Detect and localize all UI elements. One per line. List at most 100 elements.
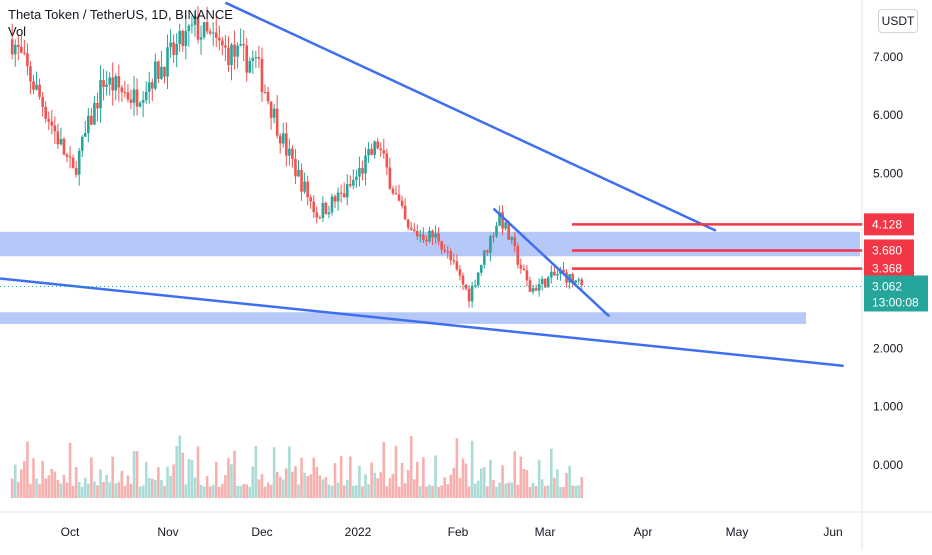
volume-bar bbox=[394, 445, 398, 498]
volume-bar bbox=[397, 486, 401, 498]
currency-button[interactable]: USDT bbox=[878, 9, 918, 33]
volume-bar bbox=[446, 484, 450, 498]
candle-body bbox=[504, 222, 507, 229]
volume-bar bbox=[303, 472, 306, 498]
candle-body bbox=[29, 66, 32, 82]
countdown-label: 13:00:08 bbox=[872, 295, 919, 309]
candle-body bbox=[467, 288, 471, 302]
candle-body bbox=[126, 92, 130, 100]
candle-body bbox=[90, 115, 93, 125]
volume-bar bbox=[80, 486, 84, 498]
candle-body bbox=[437, 233, 440, 242]
y-tick-label: 5.000 bbox=[873, 167, 903, 181]
volume-bar bbox=[361, 486, 364, 498]
volume-bar bbox=[470, 440, 474, 498]
candle-body bbox=[543, 278, 547, 288]
candle-body bbox=[178, 30, 182, 44]
volume-bar bbox=[199, 485, 203, 498]
candle-body bbox=[245, 45, 249, 73]
volume-bar bbox=[367, 484, 370, 498]
candle-body bbox=[150, 82, 154, 89]
candle-body bbox=[391, 188, 395, 194]
volume-bar bbox=[574, 485, 577, 498]
candle-body bbox=[513, 237, 517, 246]
trendline bbox=[0, 277, 844, 368]
candle-body bbox=[403, 205, 407, 220]
volume-bar bbox=[400, 462, 404, 498]
candle-body bbox=[44, 106, 47, 119]
volume-bar bbox=[111, 456, 114, 498]
volume-bar bbox=[138, 486, 142, 498]
volume-bar bbox=[294, 466, 297, 498]
candle-body bbox=[327, 212, 331, 215]
candle-body bbox=[56, 131, 60, 145]
candle-body bbox=[385, 153, 389, 168]
candle-body bbox=[77, 150, 81, 175]
volume-bar bbox=[190, 459, 194, 498]
candle-body bbox=[154, 61, 157, 89]
candle-body bbox=[355, 176, 358, 181]
volume-bar bbox=[409, 435, 413, 498]
volume-bar bbox=[266, 482, 270, 498]
candle-body bbox=[495, 225, 498, 237]
x-tick-label: May bbox=[726, 525, 749, 539]
volume-bar bbox=[211, 484, 215, 498]
candle-body bbox=[99, 80, 102, 109]
candle-body bbox=[233, 44, 236, 57]
candle-body bbox=[224, 45, 227, 48]
volume-bar bbox=[272, 447, 276, 498]
volume-bar bbox=[291, 471, 294, 498]
candle-body bbox=[80, 136, 84, 151]
x-tick-label: Jun bbox=[823, 525, 842, 539]
volume-bar bbox=[543, 486, 547, 498]
candle-body bbox=[236, 45, 239, 57]
candle-body bbox=[230, 44, 233, 66]
candle-body bbox=[550, 271, 553, 278]
volume-bar bbox=[336, 482, 340, 498]
volume-bar bbox=[184, 484, 188, 498]
volume-bar bbox=[193, 477, 197, 498]
chart-legend: Theta Token / TetherUS, 1D, BINANCE Vol bbox=[8, 6, 233, 40]
volume-bar bbox=[254, 446, 258, 498]
volume-bar bbox=[379, 472, 383, 498]
x-tick-label: 2022 bbox=[345, 525, 372, 539]
volume-bar bbox=[345, 479, 349, 498]
candle-body bbox=[117, 76, 121, 88]
volume-bar bbox=[461, 458, 465, 498]
candle-body bbox=[65, 154, 69, 157]
candle-body bbox=[114, 76, 118, 91]
candle-body bbox=[574, 280, 577, 283]
candle-body bbox=[461, 275, 465, 285]
candle-body bbox=[348, 184, 352, 186]
candle-body bbox=[446, 251, 450, 253]
candle-body bbox=[394, 193, 398, 195]
volume-bar bbox=[452, 467, 456, 498]
volume-bar bbox=[425, 486, 428, 498]
volume-bar bbox=[181, 452, 185, 498]
price-tag-badge bbox=[864, 257, 914, 280]
volume-bar bbox=[126, 475, 130, 498]
candle-body bbox=[501, 212, 504, 229]
volume-bar bbox=[13, 464, 17, 498]
volume-bar bbox=[132, 451, 136, 498]
candle-body bbox=[120, 87, 124, 93]
y-tick-label: 2.000 bbox=[873, 341, 903, 355]
volume-bar bbox=[431, 485, 434, 498]
candle-body bbox=[266, 91, 270, 102]
volume-bar bbox=[242, 483, 245, 498]
volume-bar bbox=[422, 457, 425, 498]
volume-bar bbox=[553, 477, 556, 498]
volume-bar bbox=[464, 463, 468, 498]
candle-body bbox=[537, 284, 541, 291]
candle-body bbox=[364, 155, 367, 174]
volume-bar bbox=[285, 468, 288, 498]
candle-body bbox=[492, 236, 495, 238]
candle-body bbox=[74, 168, 78, 175]
volume-bar bbox=[135, 451, 139, 498]
volume-bar bbox=[26, 441, 29, 498]
volume-bar bbox=[406, 469, 410, 498]
trendline bbox=[224, 1, 717, 232]
volume-bar bbox=[342, 485, 346, 498]
